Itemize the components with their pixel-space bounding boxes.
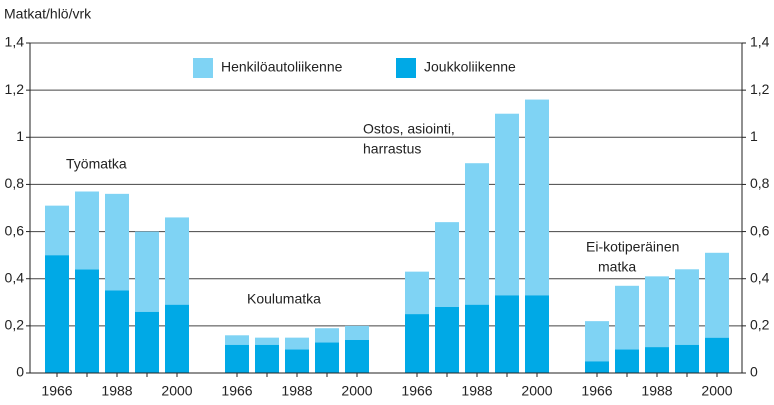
bar-segment bbox=[495, 113, 519, 296]
group-label: Työmatka bbox=[66, 156, 127, 172]
y-tick-label: 0,6 bbox=[5, 222, 25, 238]
y-tick-label-right: 0 bbox=[750, 364, 758, 380]
x-tick-label: 2000 bbox=[341, 383, 372, 399]
bar-segment bbox=[75, 191, 99, 270]
y-tick-label-right: 1,4 bbox=[750, 34, 770, 50]
bar-segment bbox=[645, 276, 669, 348]
x-tick-label: 1966 bbox=[221, 383, 252, 399]
bar-segment bbox=[525, 295, 549, 373]
bar-segment bbox=[525, 99, 549, 296]
bar-segment bbox=[105, 193, 129, 291]
bar-segment bbox=[405, 271, 429, 315]
x-tick-label: 1988 bbox=[281, 383, 312, 399]
bar-segment bbox=[255, 344, 279, 373]
x-tick-label: 1988 bbox=[461, 383, 492, 399]
bar-segment bbox=[225, 335, 249, 345]
x-tick-label: 1966 bbox=[401, 383, 432, 399]
bar-segment bbox=[225, 344, 249, 373]
bar-segment bbox=[105, 290, 129, 373]
x-tick-label: 1988 bbox=[101, 383, 132, 399]
bar-segment bbox=[285, 337, 309, 350]
y-axis-title: Matkat/hlö/vrk bbox=[4, 6, 92, 22]
bar-segment bbox=[45, 205, 69, 256]
bar-segment bbox=[405, 314, 429, 373]
bar-segment bbox=[705, 337, 729, 373]
bar-segment bbox=[675, 344, 699, 373]
bar-segment bbox=[675, 269, 699, 345]
bar-segment bbox=[435, 307, 459, 373]
y-tick-label: 0,2 bbox=[5, 317, 25, 333]
x-tick-label: 2000 bbox=[521, 383, 552, 399]
bar-segment bbox=[465, 163, 489, 305]
x-tick-label: 2000 bbox=[701, 383, 732, 399]
bar-segment bbox=[285, 349, 309, 373]
bar-segment bbox=[615, 285, 639, 350]
bar-segment bbox=[135, 231, 159, 312]
y-tick-label-right: 0,4 bbox=[750, 269, 770, 285]
legend-swatch bbox=[193, 58, 213, 78]
bar-segment bbox=[345, 340, 369, 373]
legend-swatch bbox=[396, 58, 416, 78]
bar-segment bbox=[645, 347, 669, 373]
bar-segment bbox=[465, 304, 489, 373]
group-label: Ostos, asiointi, bbox=[363, 121, 455, 137]
legend-label: Henkilöautoliikenne bbox=[221, 59, 343, 75]
bar-segment bbox=[705, 252, 729, 338]
y-tick-label-right: 0,8 bbox=[750, 175, 770, 191]
x-tick-label: 1988 bbox=[641, 383, 672, 399]
x-tick-label: 1966 bbox=[581, 383, 612, 399]
y-tick-label: 1 bbox=[16, 128, 24, 144]
bar-segment bbox=[585, 361, 609, 373]
legend-label: Joukkoliikenne bbox=[424, 59, 516, 75]
bar-segment bbox=[165, 217, 189, 305]
group-label: harrastus bbox=[363, 141, 421, 157]
bar-segment bbox=[615, 349, 639, 373]
y-tick-label-right: 0,6 bbox=[750, 222, 770, 238]
bar-segment bbox=[75, 269, 99, 373]
bar-segment bbox=[315, 328, 339, 343]
y-tick-label: 0 bbox=[16, 364, 24, 380]
bar-segment bbox=[495, 295, 519, 373]
x-tick-label: 2000 bbox=[161, 383, 192, 399]
y-tick-label: 0,8 bbox=[5, 175, 25, 191]
y-tick-label-right: 0,2 bbox=[750, 317, 770, 333]
group-label: matka bbox=[598, 259, 636, 275]
y-tick-label-right: 1,2 bbox=[750, 81, 770, 97]
bar-segment bbox=[45, 255, 69, 373]
group-label: Ei-kotiperäinen bbox=[586, 239, 679, 255]
bar-segment bbox=[435, 222, 459, 307]
x-tick-label: 1966 bbox=[41, 383, 72, 399]
bar-segment bbox=[135, 311, 159, 373]
bar-segment bbox=[345, 325, 369, 340]
y-tick-label: 1,4 bbox=[5, 34, 25, 50]
bar-segment bbox=[585, 321, 609, 362]
y-tick-label-right: 1 bbox=[750, 128, 758, 144]
bar-segment bbox=[315, 342, 339, 373]
bar-segment bbox=[165, 304, 189, 373]
y-tick-label: 0,4 bbox=[5, 269, 25, 285]
y-tick-label: 1,2 bbox=[5, 81, 25, 97]
group-label: Koulumatka bbox=[247, 291, 321, 307]
bar-segment bbox=[255, 337, 279, 345]
